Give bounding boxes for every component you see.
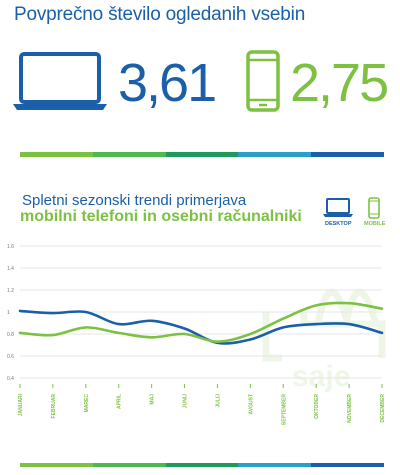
y-tick-label: 1 (7, 310, 10, 316)
desktop-average-value: 3,61 (118, 53, 217, 113)
data-point-mobile (249, 333, 252, 335)
data-point-mobile (381, 307, 383, 310)
section-subtitle: Spletni sezonski trendi primerjava (22, 192, 247, 209)
y-tick-label: 1.6 (7, 244, 14, 250)
data-point-desktop (150, 319, 153, 322)
legend-phone-icon (368, 197, 380, 219)
svg-text:saje: saje (292, 360, 350, 393)
mobile-average-value: 2,75 (290, 53, 389, 113)
data-point-mobile (84, 326, 87, 329)
data-point-mobile (216, 340, 219, 343)
legend-desktop-label: DESKTOP (325, 221, 352, 227)
data-point-desktop (381, 332, 383, 334)
data-point-desktop (249, 338, 252, 341)
x-tick-label: MAJ (150, 394, 156, 405)
data-point-mobile (315, 304, 318, 307)
data-point-mobile (117, 332, 120, 334)
color-divider (20, 152, 384, 157)
data-point-desktop (183, 327, 186, 330)
y-tick-label: 0.6 (7, 354, 14, 360)
data-point-mobile (348, 302, 350, 305)
data-point-desktop (84, 311, 87, 313)
data-point-desktop (19, 310, 21, 312)
x-tick-label: JANUARI (18, 393, 24, 416)
section-heading: mobilni telefoni in osebni računalniki (20, 208, 302, 225)
y-tick-label: 0.4 (7, 376, 14, 382)
laptop-icon (13, 52, 107, 110)
x-tick-label: AVGUST (248, 394, 254, 414)
y-tick-label: 1.4 (7, 266, 14, 272)
bottom-divider (20, 463, 384, 467)
x-tick-label: SEPTEMBER (281, 394, 287, 426)
x-tick-label: JULIJ (215, 394, 221, 408)
y-tick-label: 1.2 (7, 288, 14, 294)
data-point-desktop (282, 326, 285, 329)
data-point-mobile (282, 317, 285, 320)
x-tick-label: FEBRUAR (51, 394, 57, 419)
data-point-desktop (52, 312, 54, 314)
legend-laptop-icon (323, 198, 353, 217)
series-line-mobile (18, 301, 384, 343)
y-tick-label: 0.8 (7, 332, 14, 338)
x-tick-label: NOVEMBER (347, 394, 353, 423)
seasonal-trend-chart: saje 1.6 1.4 1.2 1 0.8 0.6 0.4 JANUARI FEBRUAR M… (7, 244, 386, 426)
page-title: Povprečno število ogledanih vsebin (14, 4, 306, 25)
data-point-desktop (117, 323, 120, 325)
x-tick-label: MAREC (84, 394, 90, 413)
x-tick-label: JUNIJ (183, 394, 189, 408)
data-point-desktop (348, 323, 350, 325)
legend-mobile-label: MOBILE (364, 221, 386, 227)
x-tick-label: DECEMBER (380, 394, 386, 423)
data-point-mobile (19, 332, 21, 334)
data-point-mobile (183, 333, 186, 335)
smartphone-icon (246, 50, 280, 112)
data-point-desktop (315, 323, 318, 325)
data-point-mobile (52, 334, 54, 336)
x-tick-label: APRIL (117, 394, 123, 409)
x-tick-label: OKTOBER (314, 394, 320, 419)
series-line-desktop (18, 309, 384, 345)
data-point-mobile (150, 336, 153, 339)
